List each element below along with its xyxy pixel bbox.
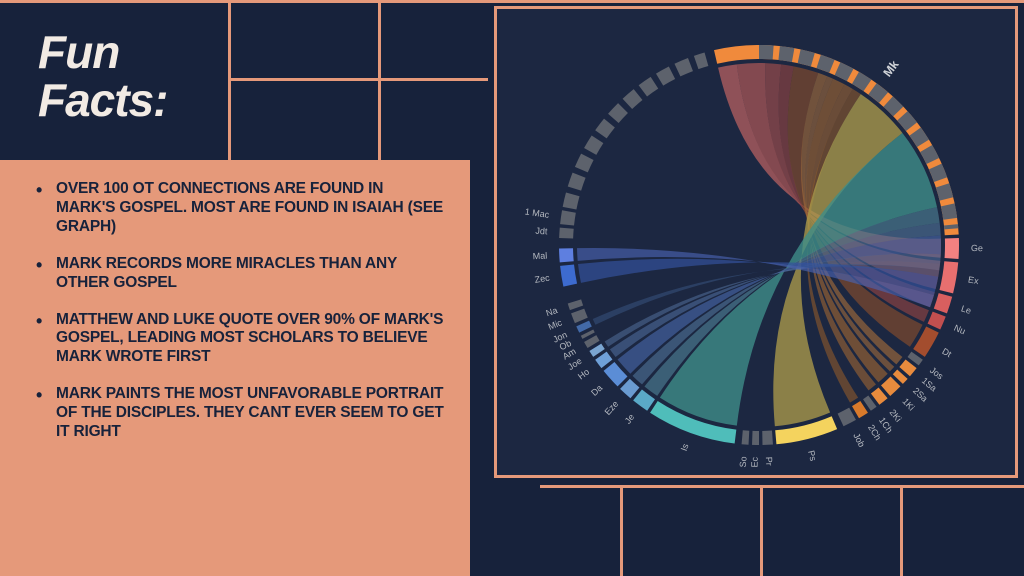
arc-job	[838, 408, 856, 427]
arc-jdt	[559, 228, 574, 239]
page-title: Fun Facts:	[38, 28, 167, 125]
arc-inactive	[759, 45, 774, 59]
arc-inactive	[568, 173, 586, 191]
label-ho: Ho	[576, 367, 591, 382]
arc-ho	[595, 352, 612, 368]
label-1 mac: 1 Mac	[524, 207, 550, 220]
arc-inactive	[595, 119, 615, 139]
label-is: Is	[679, 442, 691, 452]
label-jdt: Jdt	[535, 226, 548, 237]
label-zec: Zec	[534, 273, 551, 285]
arc-ec	[752, 431, 759, 445]
arc-inactive	[608, 103, 628, 123]
arc-1 mac	[560, 210, 576, 225]
grid-line	[228, 78, 488, 81]
label-eze: Eze	[603, 399, 621, 417]
grid-line	[760, 485, 763, 576]
arc-inactive	[575, 154, 594, 173]
arc-inactive	[778, 46, 794, 62]
label-ge: Ge	[971, 243, 983, 253]
label-ex: Ex	[967, 274, 980, 286]
label-mic: Mic	[547, 317, 564, 332]
label-ec: Ec	[749, 456, 759, 467]
arc-inactive	[639, 77, 659, 97]
label-da: Da	[589, 383, 604, 398]
grid-line	[0, 0, 1024, 3]
ribbons	[577, 63, 941, 426]
label-nu: Nu	[952, 323, 967, 337]
label-na: Na	[545, 305, 559, 318]
label-1ki: 1Ki	[900, 396, 916, 412]
arc-inactive	[656, 66, 675, 85]
label-mk: Mk	[880, 57, 901, 79]
arc-eze	[620, 379, 639, 398]
grid-line	[540, 485, 1024, 488]
fact-item: MATTHEW AND LUKE QUOTE OVER 90% OF MARK'…	[40, 311, 446, 368]
fact-item: MARK PAINTS THE MOST UNFAVORABLE PORTRAI…	[40, 385, 446, 442]
arc-mal	[559, 248, 574, 262]
label-job: Job	[851, 431, 867, 448]
facts-panel: OVER 100 OT CONNECTIONS ARE FOUND IN MAR…	[0, 160, 470, 576]
chord-diagram: GeExLeNuDtJos1Sa2Sa1Ki2Ki1Ch2ChJobPsPrEc…	[497, 9, 1015, 475]
arc-inactive	[941, 203, 957, 219]
grid-line	[900, 485, 903, 576]
label-je: Je	[623, 412, 637, 426]
arc-1sa	[899, 360, 916, 377]
arc-mic	[571, 309, 588, 324]
arc-so	[742, 430, 750, 444]
arc-ex	[939, 261, 958, 293]
arc-inactive	[694, 53, 708, 70]
arc-pr	[762, 431, 773, 445]
grid-line	[620, 485, 623, 576]
arc-ge	[945, 238, 959, 259]
arc-jon	[576, 321, 592, 333]
arc-je	[633, 390, 655, 411]
arc-inactive	[584, 135, 603, 154]
arc-zec	[560, 264, 577, 286]
label-ps: Ps	[806, 449, 818, 462]
arc-inactive	[623, 89, 643, 109]
arc-le	[934, 293, 952, 313]
arc-na	[568, 299, 583, 310]
fact-item: OVER 100 OT CONNECTIONS ARE FOUND IN MAR…	[40, 180, 446, 237]
arc-2ki	[871, 387, 888, 404]
label-pr: Pr	[764, 457, 774, 466]
label-so: So	[738, 456, 749, 468]
chord-diagram-panel: GeExLeNuDtJos1Sa2Sa1Ki2Ki1Ch2ChJobPsPrEc…	[494, 6, 1018, 478]
arc-1ki	[881, 377, 900, 396]
arc-inactive	[674, 58, 692, 76]
fact-item: MARK RECORDS MORE MIRACLES THAN ANY OTHE…	[40, 255, 446, 293]
label-le: Le	[960, 303, 973, 316]
arc-2ch	[852, 401, 868, 418]
label-mal: Mal	[533, 250, 548, 261]
arc-inactive	[563, 193, 580, 210]
arc-nu	[928, 312, 946, 330]
label-dt: Dt	[940, 346, 953, 359]
facts-list: OVER 100 OT CONNECTIONS ARE FOUND IN MAR…	[40, 180, 446, 442]
